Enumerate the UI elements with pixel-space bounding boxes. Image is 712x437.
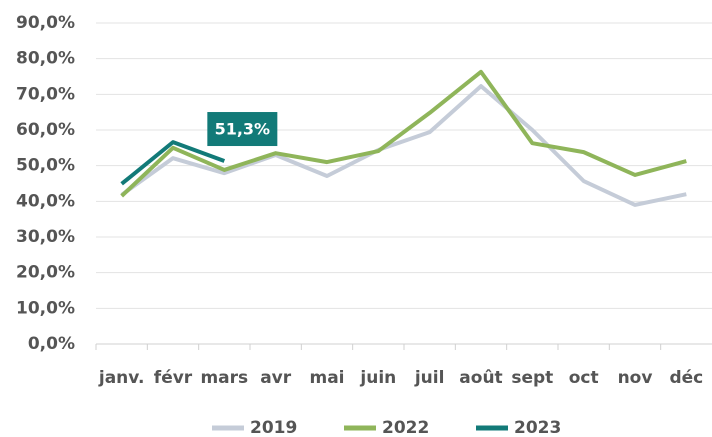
x-tick-label: déc <box>669 368 703 388</box>
y-tick-label: 40,0% <box>16 191 75 211</box>
y-tick-label: 80,0% <box>16 49 75 69</box>
x-tick-label: oct <box>569 368 599 388</box>
y-tick-label: 20,0% <box>16 263 75 283</box>
x-tick-label: sept <box>511 368 553 388</box>
x-tick-label: avr <box>260 368 292 388</box>
y-tick-label: 50,0% <box>16 156 75 176</box>
y-tick-label: 70,0% <box>16 84 75 104</box>
y-tick-label: 30,0% <box>16 227 75 247</box>
y-tick-label: 0,0% <box>28 334 75 354</box>
x-tick-label: mars <box>200 368 248 388</box>
x-tick-label: août <box>459 368 502 388</box>
x-tick-label: nov <box>618 368 653 388</box>
legend-label: 2023 <box>514 418 561 437</box>
series-line <box>120 84 687 207</box>
x-tick-label: mai <box>309 368 344 388</box>
x-tick-label: juin <box>359 368 396 388</box>
x-tick-label: févr <box>154 368 193 388</box>
legend-label: 2022 <box>382 418 429 437</box>
legend-label: 2019 <box>250 418 297 437</box>
y-tick-label: 60,0% <box>16 120 75 140</box>
series-line <box>120 69 687 198</box>
y-tick-label: 90,0% <box>16 13 75 33</box>
y-tick-label: 10,0% <box>16 298 75 318</box>
value-label: 51,3% <box>215 120 271 139</box>
series-line <box>120 140 226 186</box>
value-label-box <box>207 112 278 147</box>
x-tick-label: juil <box>414 368 445 388</box>
x-tick-label: janv. <box>98 368 145 388</box>
